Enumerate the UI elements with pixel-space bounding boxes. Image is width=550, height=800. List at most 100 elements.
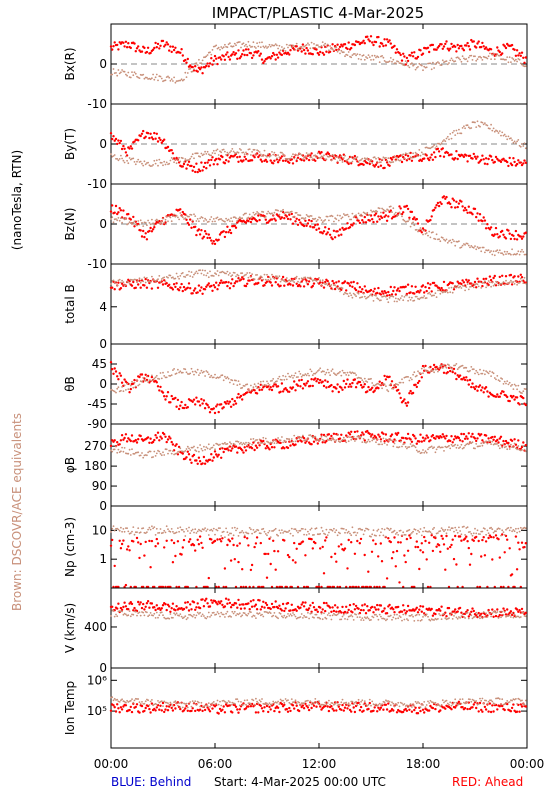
data-point: [385, 385, 387, 388]
data-point: [399, 53, 402, 57]
data-point: [310, 215, 313, 217]
data-point: [441, 140, 444, 143]
data-point: [518, 548, 521, 551]
data-point: [276, 275, 278, 278]
data-point: [308, 533, 310, 535]
y-axis-label: Np (cm-3): [63, 517, 77, 577]
data-point: [151, 165, 153, 167]
data-point: [424, 450, 427, 453]
data-point: [479, 281, 481, 284]
data-point: [270, 388, 274, 392]
data-point: [259, 215, 262, 218]
data-point: [153, 438, 156, 442]
data-point: [146, 531, 148, 533]
data-point: [450, 443, 453, 446]
data-point: [456, 43, 459, 47]
data-point: [336, 214, 339, 217]
data-point: [332, 282, 336, 285]
data-point: [179, 51, 182, 54]
data-point: [387, 537, 390, 540]
data-point: [366, 57, 369, 59]
data-point: [487, 536, 490, 540]
data-point: [375, 441, 377, 444]
data-point: [247, 388, 250, 390]
data-point: [370, 377, 372, 380]
data-point: [341, 51, 344, 54]
data-point: [350, 438, 353, 441]
data-point: [216, 455, 219, 458]
data-point: [387, 157, 390, 160]
data-point: [119, 374, 123, 377]
data-point: [342, 213, 345, 215]
data-point: [305, 44, 308, 46]
data-point: [427, 448, 429, 451]
data-point: [280, 216, 284, 219]
data-point: [138, 223, 141, 226]
data-point: [122, 528, 125, 530]
data-point: [512, 394, 515, 398]
data-point: [168, 162, 171, 165]
data-point: [358, 380, 362, 384]
data-point: [179, 447, 182, 450]
data-point: [350, 385, 353, 388]
data-point: [420, 376, 423, 379]
data-point: [496, 393, 499, 396]
data-point: [361, 157, 364, 160]
data-point: [193, 531, 195, 534]
data-point: [189, 449, 192, 451]
data-point: [343, 547, 347, 550]
data-point: [226, 225, 229, 228]
data-point: [335, 560, 338, 563]
data-point: [458, 447, 460, 449]
data-point: [444, 197, 447, 200]
data-point: [159, 385, 162, 389]
data-point: [249, 52, 253, 55]
data-point: [419, 227, 422, 229]
data-point: [492, 127, 495, 130]
data-point: [511, 530, 513, 533]
data-point: [283, 47, 286, 50]
data-point: [434, 437, 437, 440]
data-point: [289, 532, 292, 535]
data-point: [516, 448, 518, 451]
data-point: [466, 160, 469, 163]
data-point: [267, 531, 270, 534]
data-point: [432, 208, 436, 212]
data-point: [461, 447, 464, 450]
data-point: [481, 154, 484, 157]
data-point: [243, 153, 246, 156]
data-point: [495, 55, 497, 57]
data-point: [491, 129, 494, 132]
data-point: [155, 604, 158, 607]
data-point: [382, 56, 385, 59]
data-point: [452, 199, 456, 202]
data-point: [149, 223, 152, 226]
data-point: [362, 533, 365, 536]
data-point: [475, 59, 478, 62]
data-point: [272, 153, 275, 156]
data-point: [517, 541, 520, 544]
data-point: [248, 44, 251, 47]
data-point: [201, 269, 204, 272]
data-point: [506, 160, 509, 164]
data-point: [397, 388, 400, 392]
data-point: [120, 389, 122, 392]
data-point: [515, 396, 519, 399]
data-point: [207, 233, 210, 236]
data-point: [113, 367, 116, 370]
data-point: [395, 289, 399, 292]
data-point: [220, 446, 223, 449]
data-point: [172, 48, 176, 52]
data-point: [389, 209, 392, 212]
data-point: [177, 275, 179, 278]
data-point: [172, 450, 174, 452]
data-point: [352, 292, 355, 295]
series-equivalent-bx: [110, 40, 527, 84]
data-point: [517, 275, 520, 278]
data-point: [285, 388, 288, 392]
data-point: [316, 278, 319, 281]
data-point: [236, 57, 239, 60]
data-point: [515, 568, 519, 571]
data-point: [154, 376, 157, 379]
data-point: [419, 154, 422, 157]
